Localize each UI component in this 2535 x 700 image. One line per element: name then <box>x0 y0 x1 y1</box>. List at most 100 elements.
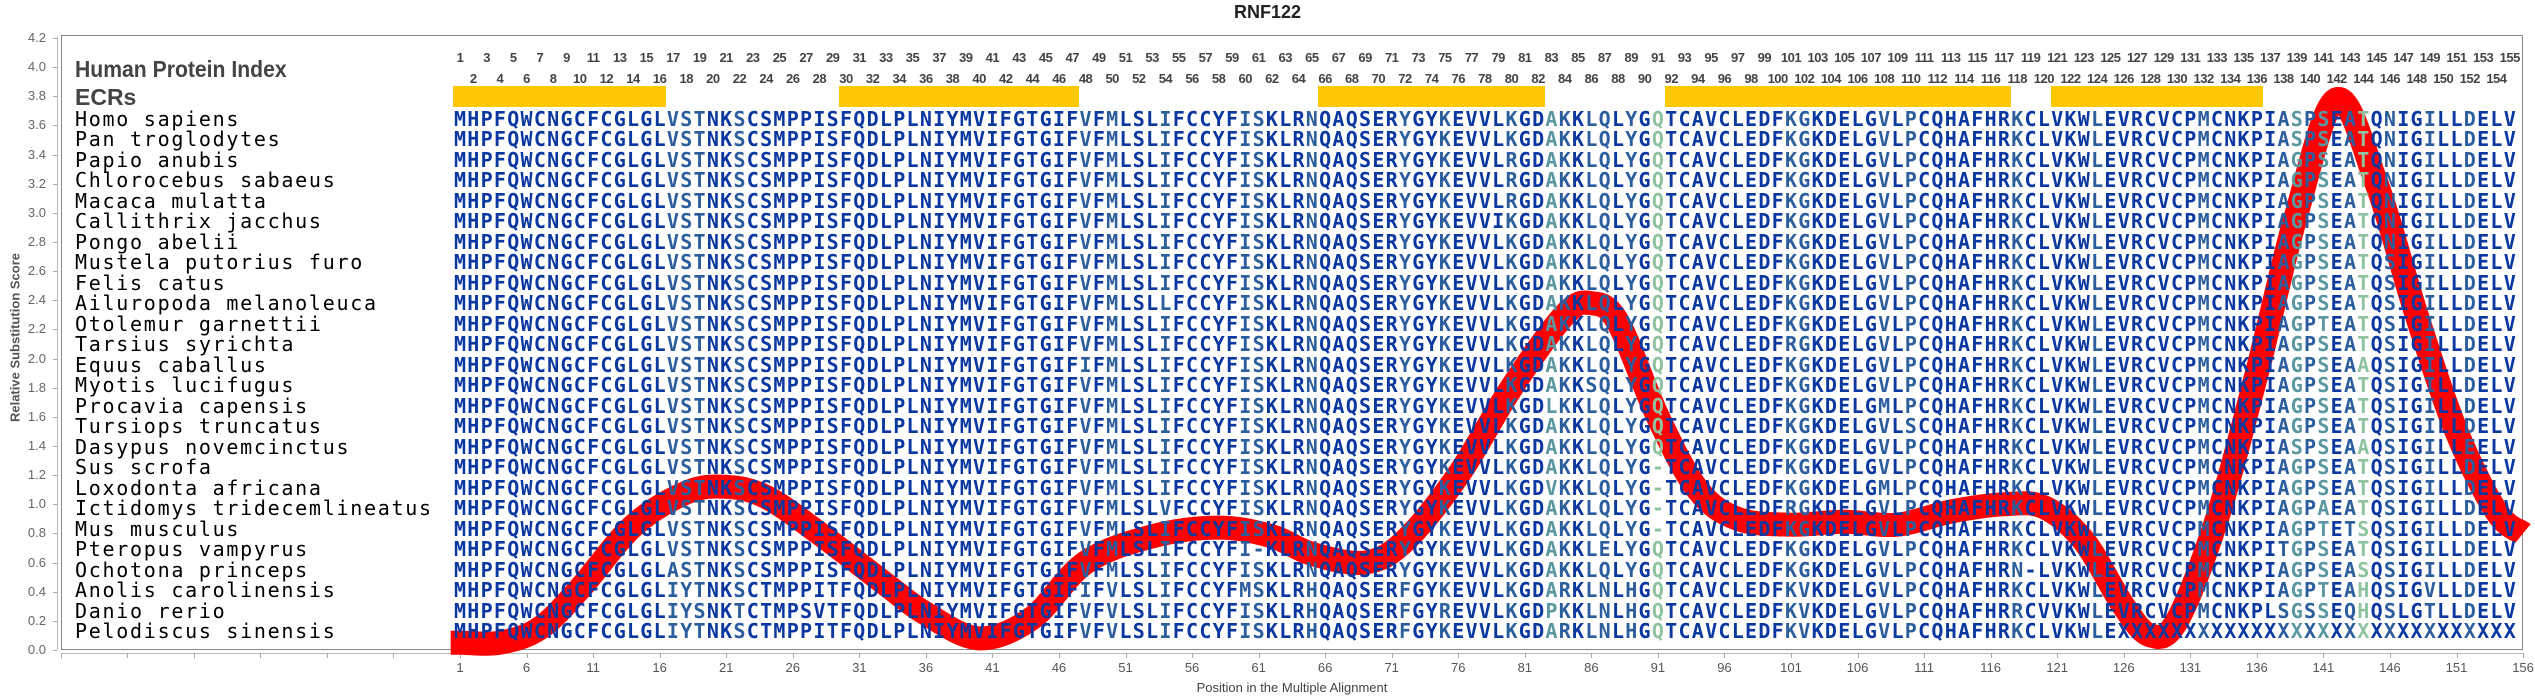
residue: F <box>493 211 506 231</box>
residue: C <box>2210 580 2223 600</box>
human-index-label: 79 <box>1483 50 1513 65</box>
residue: Y <box>946 375 959 395</box>
residue: L <box>906 519 919 539</box>
residue: L <box>1279 273 1292 293</box>
residue: V <box>1478 539 1491 559</box>
residue: D <box>1531 191 1544 211</box>
human-index-label: 14 <box>618 71 648 86</box>
residue: L <box>1492 457 1505 477</box>
residue: I <box>933 293 946 313</box>
residue: K <box>1265 355 1278 375</box>
residue: D <box>1758 211 1771 231</box>
residue: D <box>1531 478 1544 498</box>
residue: L <box>906 109 919 129</box>
residue: C <box>1718 211 1731 231</box>
residue: P <box>2303 211 2316 231</box>
residue: V <box>666 375 679 395</box>
residue: V <box>2157 211 2170 231</box>
residue: V <box>666 211 679 231</box>
residue: A <box>1957 211 1970 231</box>
residue: V <box>2503 252 2516 272</box>
residue: N <box>1305 211 1318 231</box>
residue: T <box>2357 498 2370 518</box>
residue: A <box>1332 211 1345 231</box>
residue: P <box>2303 519 2316 539</box>
residue: G <box>640 539 653 559</box>
human-index-label: 21 <box>711 50 741 65</box>
residue: G <box>1864 314 1877 334</box>
residue: W <box>520 375 533 395</box>
residue: A <box>2343 293 2356 313</box>
residue: Y <box>1425 150 1438 170</box>
residue: E <box>1838 539 1851 559</box>
residue: M <box>773 375 786 395</box>
residue: A <box>1691 416 1704 436</box>
residue: G <box>640 191 653 211</box>
residue: C <box>746 129 759 149</box>
residue: P <box>2303 498 2316 518</box>
residue: F <box>1092 293 1105 313</box>
residue: V <box>972 580 985 600</box>
residue: Q <box>1318 498 1331 518</box>
residue: K <box>1265 396 1278 416</box>
residue: T <box>2357 150 2370 170</box>
residue: K <box>1571 191 1584 211</box>
residue: L <box>2090 539 2103 559</box>
residue: I <box>1052 314 1065 334</box>
residue: K <box>2011 396 2024 416</box>
residue: E <box>2330 273 2343 293</box>
residue: V <box>1079 478 1092 498</box>
residue: W <box>520 129 533 149</box>
residue: A <box>2343 478 2356 498</box>
residue: C <box>2024 150 2037 170</box>
residue: C <box>600 109 613 129</box>
residue: F <box>1225 437 1238 457</box>
residue: V <box>2117 334 2130 354</box>
residue: S <box>1358 191 1371 211</box>
residue: V <box>1478 314 1491 334</box>
residue: P <box>2303 355 2316 375</box>
residue: D <box>866 601 879 621</box>
residue: G <box>640 129 653 149</box>
residue: L <box>1279 191 1292 211</box>
residue: V <box>1478 211 1491 231</box>
residue: R <box>1385 355 1398 375</box>
residue: P <box>1904 519 1917 539</box>
human-index-label: 67 <box>1323 50 1353 65</box>
residue: C <box>746 273 759 293</box>
residue: Y <box>946 560 959 580</box>
residue: E <box>1452 170 1465 190</box>
residue: A <box>1957 129 1970 149</box>
residue: L <box>1145 191 1158 211</box>
residue: S <box>2317 252 2330 272</box>
residue: N <box>547 478 560 498</box>
residue: I <box>1052 129 1065 149</box>
residue: S <box>1358 170 1371 190</box>
residue: D <box>866 416 879 436</box>
residue: D <box>866 396 879 416</box>
residue: S <box>1132 478 1145 498</box>
residue: S <box>1358 334 1371 354</box>
residue: H <box>1984 539 1997 559</box>
residue: S <box>2317 191 2330 211</box>
residue: F <box>1066 396 1079 416</box>
residue: D <box>2463 396 2476 416</box>
residue: G <box>613 478 626 498</box>
residue: Q <box>1598 375 1611 395</box>
residue: L <box>1851 334 1864 354</box>
residue: K <box>1265 293 1278 313</box>
residue: F <box>1225 150 1238 170</box>
residue: C <box>2144 314 2157 334</box>
residue: W <box>520 293 533 313</box>
residue: I <box>2264 396 2277 416</box>
residue: L <box>1731 539 1744 559</box>
residue: C <box>746 293 759 313</box>
residue: V <box>2503 150 2516 170</box>
residue: V <box>972 334 985 354</box>
residue: G <box>560 334 573 354</box>
residue: N <box>1305 498 1318 518</box>
residue: S <box>826 519 839 539</box>
residue: Q <box>1931 314 1944 334</box>
residue: P <box>2250 478 2263 498</box>
residue: V <box>2503 396 2516 416</box>
